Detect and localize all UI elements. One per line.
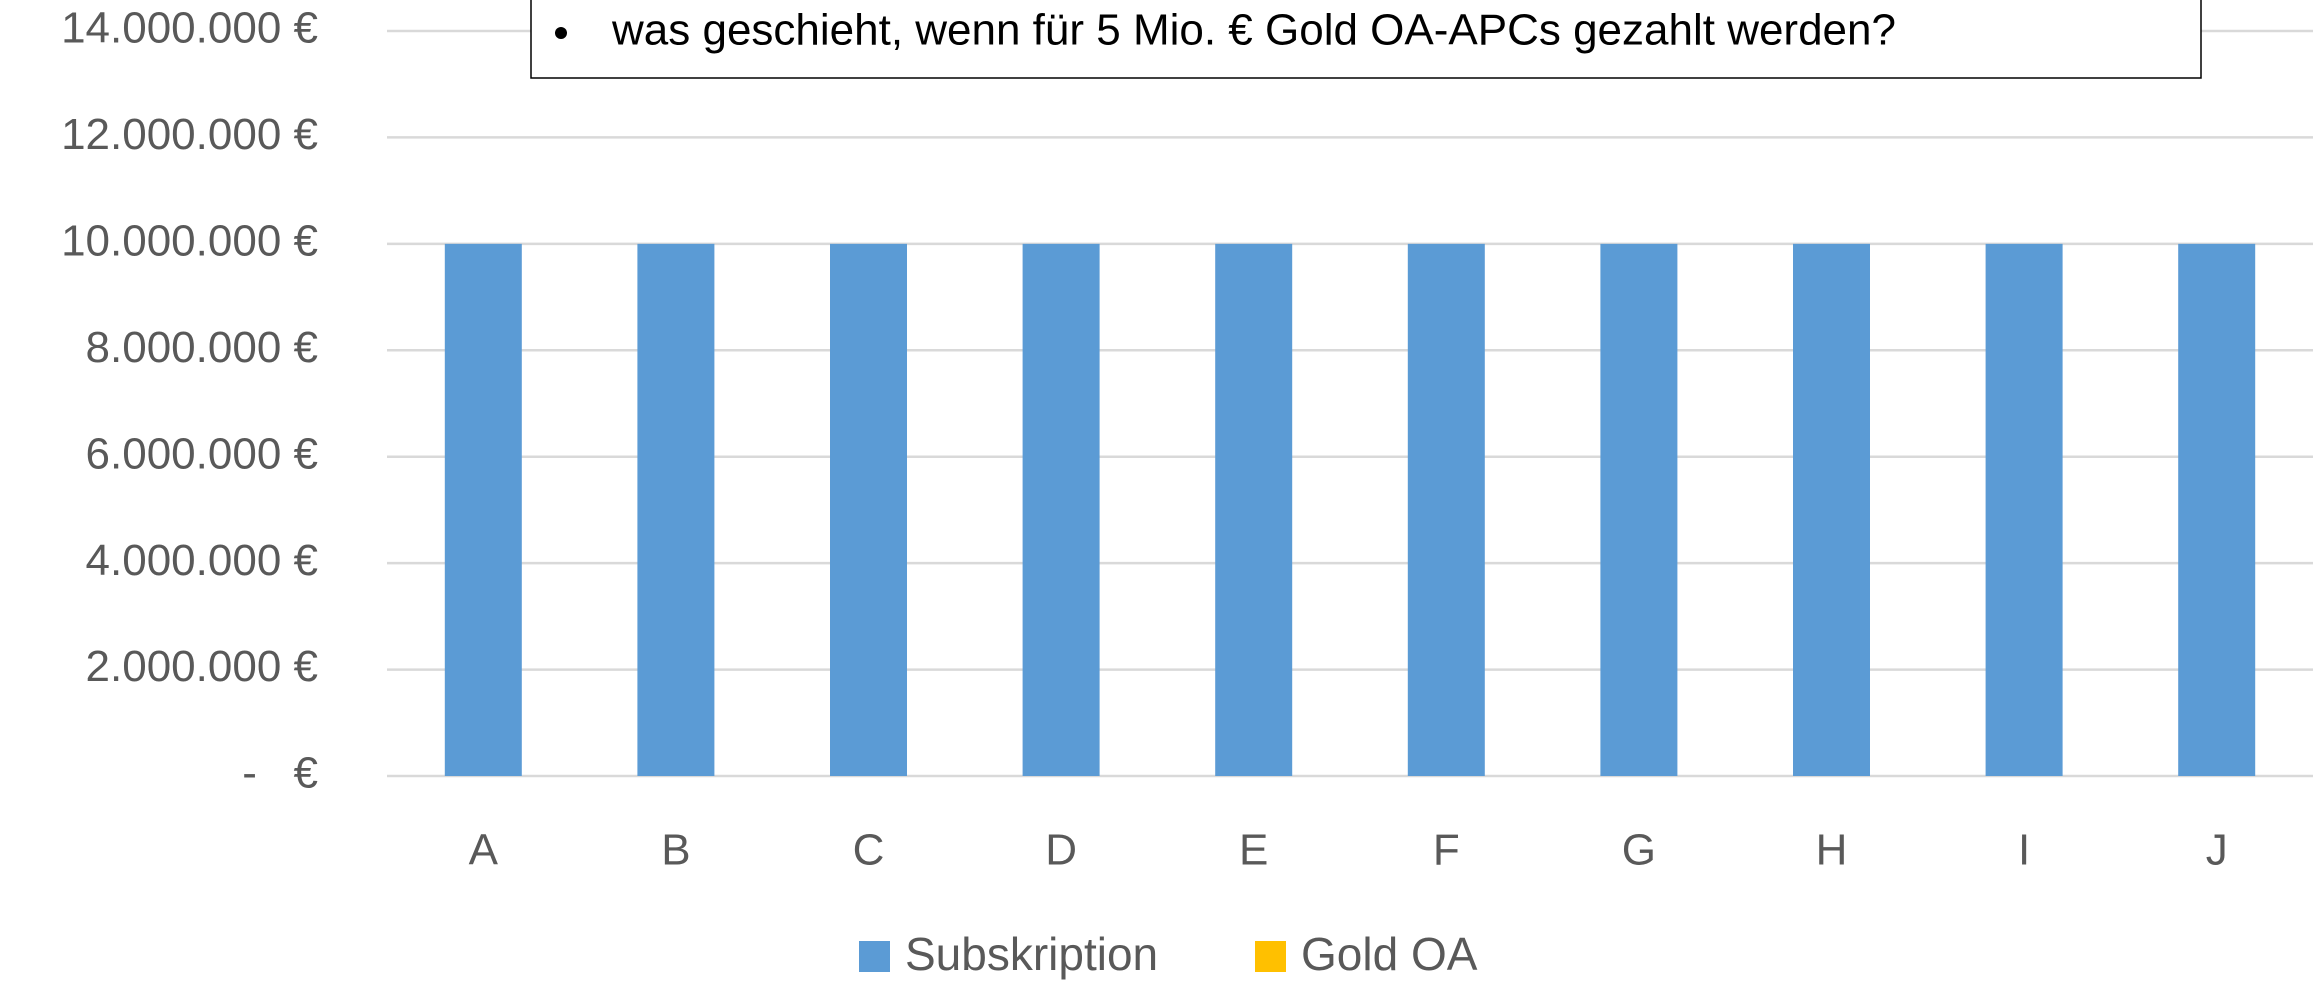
- x-tick-label: J: [2206, 826, 2228, 875]
- bar-segment: [1407, 243, 1485, 776]
- y-tick-label: 12.000.000 €: [61, 110, 318, 159]
- x-tick-label: I: [2018, 826, 2030, 875]
- y-tick-label: 10.000.000 €: [61, 216, 318, 265]
- x-tick-label: G: [1622, 826, 1656, 875]
- y-tick-label: 14.000.000 €: [61, 4, 318, 53]
- x-tick-label: C: [853, 826, 885, 875]
- bullet: [555, 27, 567, 39]
- legend-swatch: [859, 941, 890, 972]
- bar-segment: [830, 243, 907, 776]
- x-tick-label: D: [1045, 826, 1077, 875]
- bar-segment: [1793, 243, 1870, 776]
- legend-label: Gold OA: [1301, 928, 1478, 980]
- x-tick-label: H: [1816, 826, 1848, 875]
- bar-segment: [2178, 243, 2256, 776]
- y-tick-label: 8.000.000 €: [86, 323, 318, 372]
- x-tick-label: A: [469, 826, 499, 875]
- annotation: was geschieht, wenn für 5 Mio. € Gold OA…: [611, 6, 1896, 55]
- bar-segment: [1600, 243, 1678, 776]
- bar-segment: [1022, 243, 1100, 776]
- annotation-box: [530, 0, 2202, 79]
- x-tick-label: E: [1239, 826, 1268, 875]
- bars: [444, 243, 2256, 776]
- x-tick-label: B: [661, 826, 690, 875]
- x-tick-label: F: [1433, 826, 1460, 875]
- y-tick-label: 2.000.000 €: [86, 642, 318, 691]
- bar-segment: [1215, 243, 1293, 776]
- legend-label: Subskription: [905, 928, 1158, 980]
- y-tick-label: - €: [242, 749, 318, 798]
- y-tick-label: 4.000.000 €: [86, 536, 318, 585]
- bar-segment: [637, 243, 715, 776]
- y-tick-label: 6.000.000 €: [86, 429, 318, 478]
- bar-segment: [444, 243, 522, 776]
- legend-swatch: [1255, 941, 1286, 972]
- bar-segment: [1985, 243, 2063, 776]
